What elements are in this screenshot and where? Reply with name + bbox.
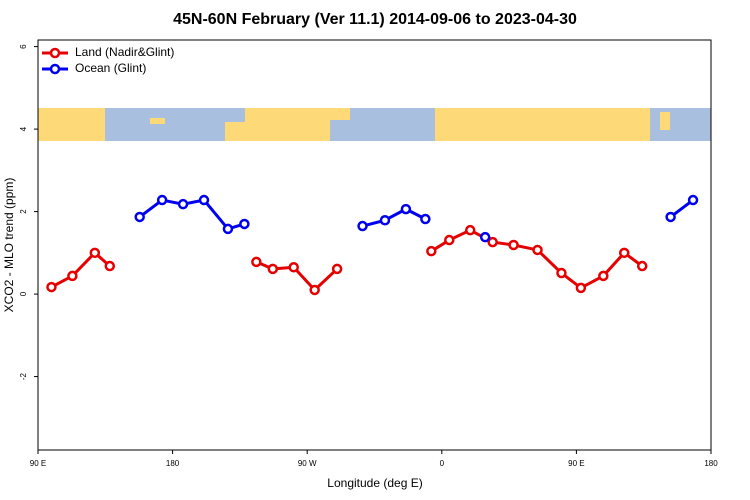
y-tick-label: 4 xyxy=(19,126,28,131)
y-tick-label: 0 xyxy=(19,291,28,296)
series-line xyxy=(362,207,427,228)
series-marker xyxy=(288,262,299,273)
series-marker xyxy=(464,224,476,236)
x-axis-label: Longitude (deg E) xyxy=(327,476,422,490)
series-marker xyxy=(357,220,368,232)
series-marker xyxy=(619,247,630,259)
series-marker xyxy=(331,263,343,275)
plot-frame xyxy=(37,39,712,451)
y-axis-label: XCO2 - MLO trend (ppm) xyxy=(2,178,16,313)
series-marker xyxy=(309,284,320,296)
series-marker xyxy=(134,211,145,223)
series-marker xyxy=(687,194,699,206)
series-marker xyxy=(67,270,78,282)
series-marker xyxy=(444,234,455,246)
series-marker xyxy=(104,260,116,272)
x-tick-label: 180 xyxy=(704,459,718,468)
legend-marker xyxy=(49,47,61,59)
y-tick-label: 2 xyxy=(19,209,28,214)
x-tick-label: 90 W xyxy=(298,459,317,468)
series-marker xyxy=(400,203,412,215)
series-marker xyxy=(556,267,567,279)
series-marker xyxy=(479,231,491,243)
series-marker xyxy=(251,256,262,268)
series-marker xyxy=(575,282,587,294)
legend-label: Ocean (Glint) xyxy=(75,61,146,75)
series-marker xyxy=(177,198,189,210)
legend-marker xyxy=(49,63,61,75)
x-tick-label: 180 xyxy=(166,459,180,468)
series-marker xyxy=(420,213,431,225)
x-tick-label: 90 E xyxy=(30,459,46,468)
series-marker xyxy=(198,194,210,206)
y-tick-label: -2 xyxy=(19,372,28,380)
legend-label: Land (Nadir&Glint) xyxy=(75,45,174,59)
series-marker xyxy=(46,281,57,293)
series-marker xyxy=(156,194,168,206)
series-marker xyxy=(487,236,498,248)
series-line xyxy=(50,250,111,289)
series-marker xyxy=(239,218,250,230)
series-marker xyxy=(426,245,437,257)
y-tick-label: 6 xyxy=(19,44,28,49)
series-marker xyxy=(636,260,648,272)
series-marker xyxy=(222,223,234,235)
series-line xyxy=(430,228,644,290)
series-marker xyxy=(598,270,609,282)
x-tick-label: 0 xyxy=(440,459,445,468)
series-marker xyxy=(665,211,676,223)
series-marker xyxy=(508,239,519,251)
map-band xyxy=(38,108,711,141)
series-marker xyxy=(267,263,279,275)
chart-title: 45N-60N February (Ver 11.1) 2014-09-06 t… xyxy=(173,11,577,28)
series-marker xyxy=(379,215,391,226)
series-marker xyxy=(89,247,101,259)
x-tick-label: 90 E xyxy=(568,459,584,468)
series-marker xyxy=(532,244,543,256)
